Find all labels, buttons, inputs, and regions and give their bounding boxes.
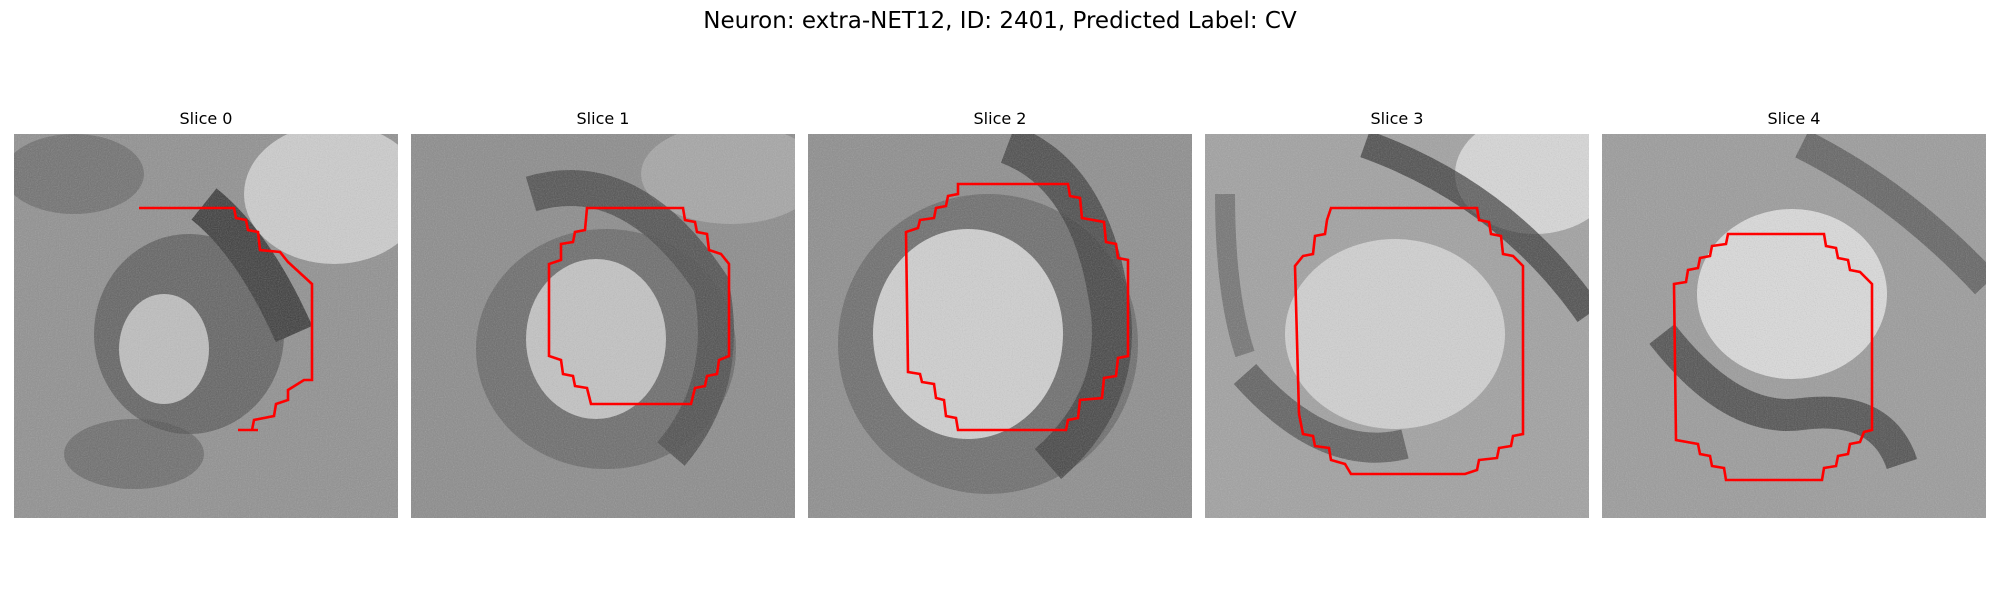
slice-2-title: Slice 2 <box>973 109 1027 128</box>
roi-contour <box>904 182 1130 432</box>
roi-contour <box>547 206 731 406</box>
slice-1-title: Slice 1 <box>576 109 630 128</box>
slice-4-title: Slice 4 <box>1767 109 1821 128</box>
figure-title: Neuron: extra-NET12, ID: 2401, Predicted… <box>703 8 1297 34</box>
slice-2-image <box>808 134 1192 518</box>
slice-1-image <box>411 134 795 518</box>
slice-4-image <box>1602 134 1986 518</box>
slice-3-title: Slice 3 <box>1370 109 1424 128</box>
slice-0-image <box>14 134 398 518</box>
slice-0-title: Slice 0 <box>179 109 233 128</box>
roi-contour <box>1672 232 1874 482</box>
roi-contour <box>1293 206 1525 476</box>
slice-3-image <box>1205 134 1589 518</box>
roi-contour <box>139 206 314 432</box>
